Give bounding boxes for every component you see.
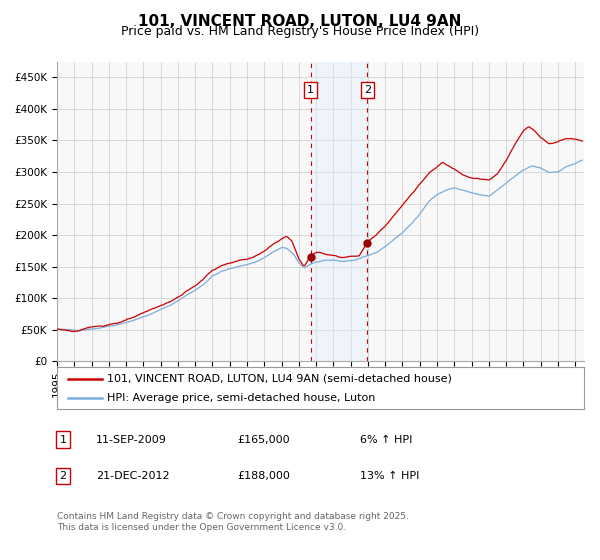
Text: 2: 2	[364, 85, 371, 95]
Text: 13% ↑ HPI: 13% ↑ HPI	[360, 471, 419, 481]
Text: 11-SEP-2009: 11-SEP-2009	[96, 435, 167, 445]
Text: £188,000: £188,000	[237, 471, 290, 481]
Text: 1: 1	[59, 435, 67, 445]
Text: 101, VINCENT ROAD, LUTON, LU4 9AN (semi-detached house): 101, VINCENT ROAD, LUTON, LU4 9AN (semi-…	[107, 374, 452, 384]
Text: Price paid vs. HM Land Registry's House Price Index (HPI): Price paid vs. HM Land Registry's House …	[121, 25, 479, 38]
Bar	[311, 62, 367, 361]
Text: £165,000: £165,000	[237, 435, 290, 445]
Text: 2: 2	[59, 471, 67, 481]
Text: 1: 1	[307, 85, 314, 95]
Text: HPI: Average price, semi-detached house, Luton: HPI: Average price, semi-detached house,…	[107, 393, 376, 403]
Text: 21-DEC-2012: 21-DEC-2012	[96, 471, 170, 481]
Text: 101, VINCENT ROAD, LUTON, LU4 9AN: 101, VINCENT ROAD, LUTON, LU4 9AN	[139, 14, 461, 29]
Text: Contains HM Land Registry data © Crown copyright and database right 2025.
This d: Contains HM Land Registry data © Crown c…	[57, 512, 409, 532]
Text: 6% ↑ HPI: 6% ↑ HPI	[360, 435, 412, 445]
